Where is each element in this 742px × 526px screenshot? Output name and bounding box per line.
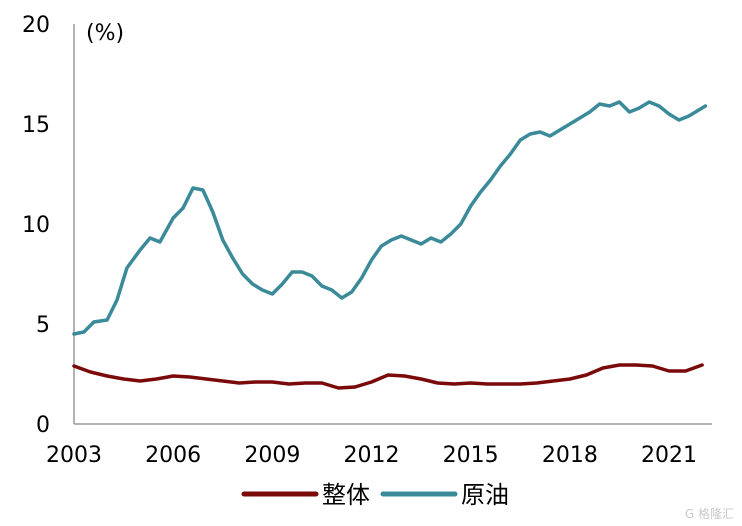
legend: 整体 原油 bbox=[241, 481, 509, 509]
axes bbox=[73, 24, 712, 425]
tick-labels: 0 5 10 15 20 2003 2006 2009 2012 2015 2018 2021 bbox=[22, 13, 697, 468]
legend-label-crude-oil: 原油 bbox=[461, 481, 509, 509]
unit-label: (%) bbox=[86, 21, 124, 46]
legend-label-overall: 整体 bbox=[322, 481, 370, 509]
series-line-overall bbox=[72, 363, 704, 390]
y-tick-label: 20 bbox=[22, 13, 50, 38]
watermark: G 格隆汇 bbox=[684, 507, 734, 521]
x-tick-label: 2012 bbox=[344, 443, 400, 468]
y-tick-label: 5 bbox=[36, 313, 50, 338]
series-layer bbox=[72, 100, 708, 390]
series-line-crude-oil bbox=[72, 100, 708, 336]
x-tick-label: 2009 bbox=[244, 443, 300, 468]
x-tick-label: 2015 bbox=[443, 443, 499, 468]
y-tick-label: 15 bbox=[22, 113, 50, 138]
y-tick-label: 0 bbox=[36, 413, 50, 438]
y-tick-label: 10 bbox=[22, 213, 50, 238]
x-tick-label: 2006 bbox=[145, 443, 201, 468]
x-tick-label: 2021 bbox=[641, 443, 697, 468]
x-tick-label: 2003 bbox=[46, 443, 102, 468]
x-tick-label: 2018 bbox=[542, 443, 598, 468]
